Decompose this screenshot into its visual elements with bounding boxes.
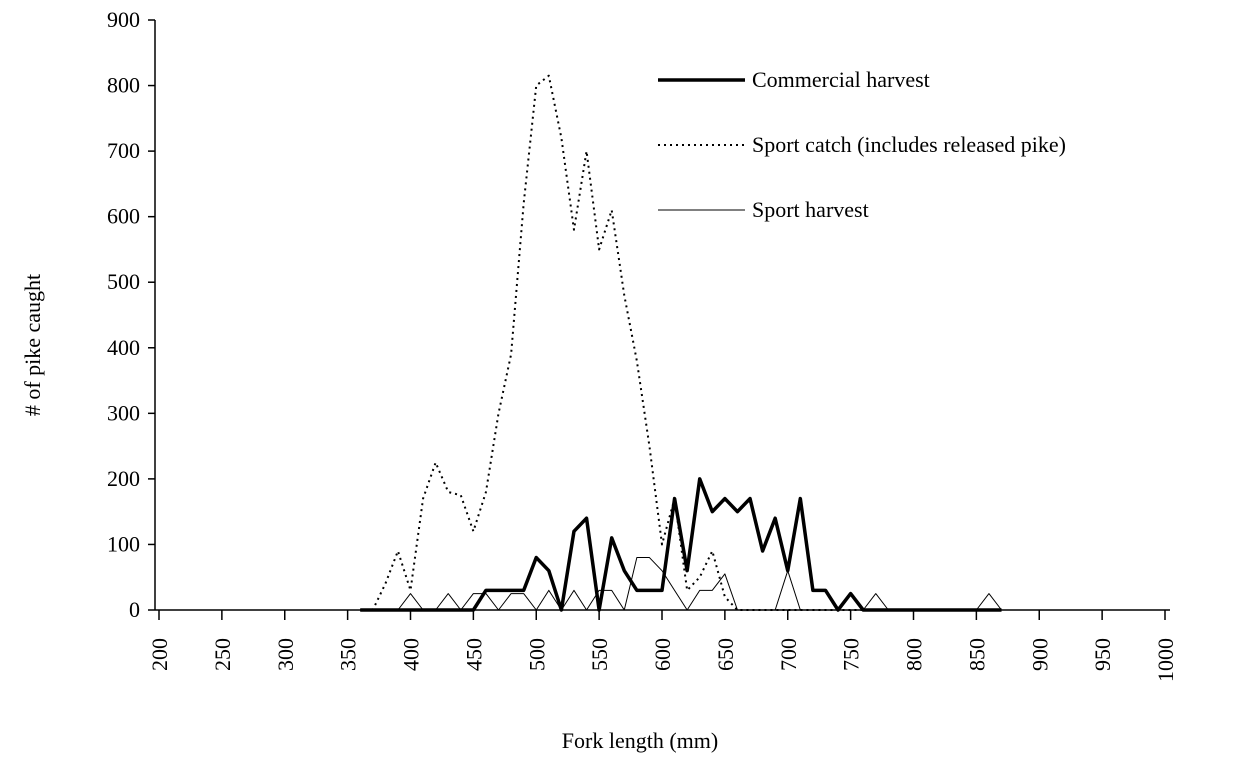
y-tick-label: 800 [107, 73, 140, 98]
x-tick-label: 850 [964, 638, 989, 671]
x-axis-label: Fork length (mm) [562, 728, 718, 753]
y-axis-label: # of pike caught [20, 274, 45, 416]
legend-label: Commercial harvest [752, 67, 930, 92]
x-tick-label: 250 [210, 638, 235, 671]
y-tick-label: 500 [107, 269, 140, 294]
x-tick-label: 950 [1090, 638, 1115, 671]
y-tick-label: 400 [107, 335, 140, 360]
x-tick-label: 1000 [1153, 638, 1178, 682]
x-tick-label: 200 [147, 638, 172, 671]
y-tick-label: 300 [107, 400, 140, 425]
x-tick-label: 350 [336, 638, 361, 671]
y-tick-label: 100 [107, 531, 140, 556]
x-tick-label: 650 [713, 638, 738, 671]
series-line [360, 557, 1002, 611]
y-tick-label: 700 [107, 138, 140, 163]
legend-label: Sport catch (includes released pike) [752, 132, 1066, 157]
x-tick-label: 300 [273, 638, 298, 671]
x-tick-label: 800 [902, 638, 927, 671]
y-tick-label: 900 [107, 7, 140, 32]
x-tick-label: 450 [461, 638, 486, 671]
series-line [360, 74, 1002, 611]
x-tick-label: 550 [587, 638, 612, 671]
series-line [360, 477, 1002, 612]
x-tick-label: 400 [399, 638, 424, 671]
x-tick-label: 500 [524, 638, 549, 671]
y-tick-label: 0 [129, 597, 140, 622]
x-tick-label: 900 [1027, 638, 1052, 671]
legend-label: Sport harvest [752, 197, 869, 222]
y-tick-label: 600 [107, 204, 140, 229]
x-tick-label: 600 [650, 638, 675, 671]
y-tick-label: 200 [107, 466, 140, 491]
x-tick-label: 750 [839, 638, 864, 671]
x-tick-label: 700 [776, 638, 801, 671]
